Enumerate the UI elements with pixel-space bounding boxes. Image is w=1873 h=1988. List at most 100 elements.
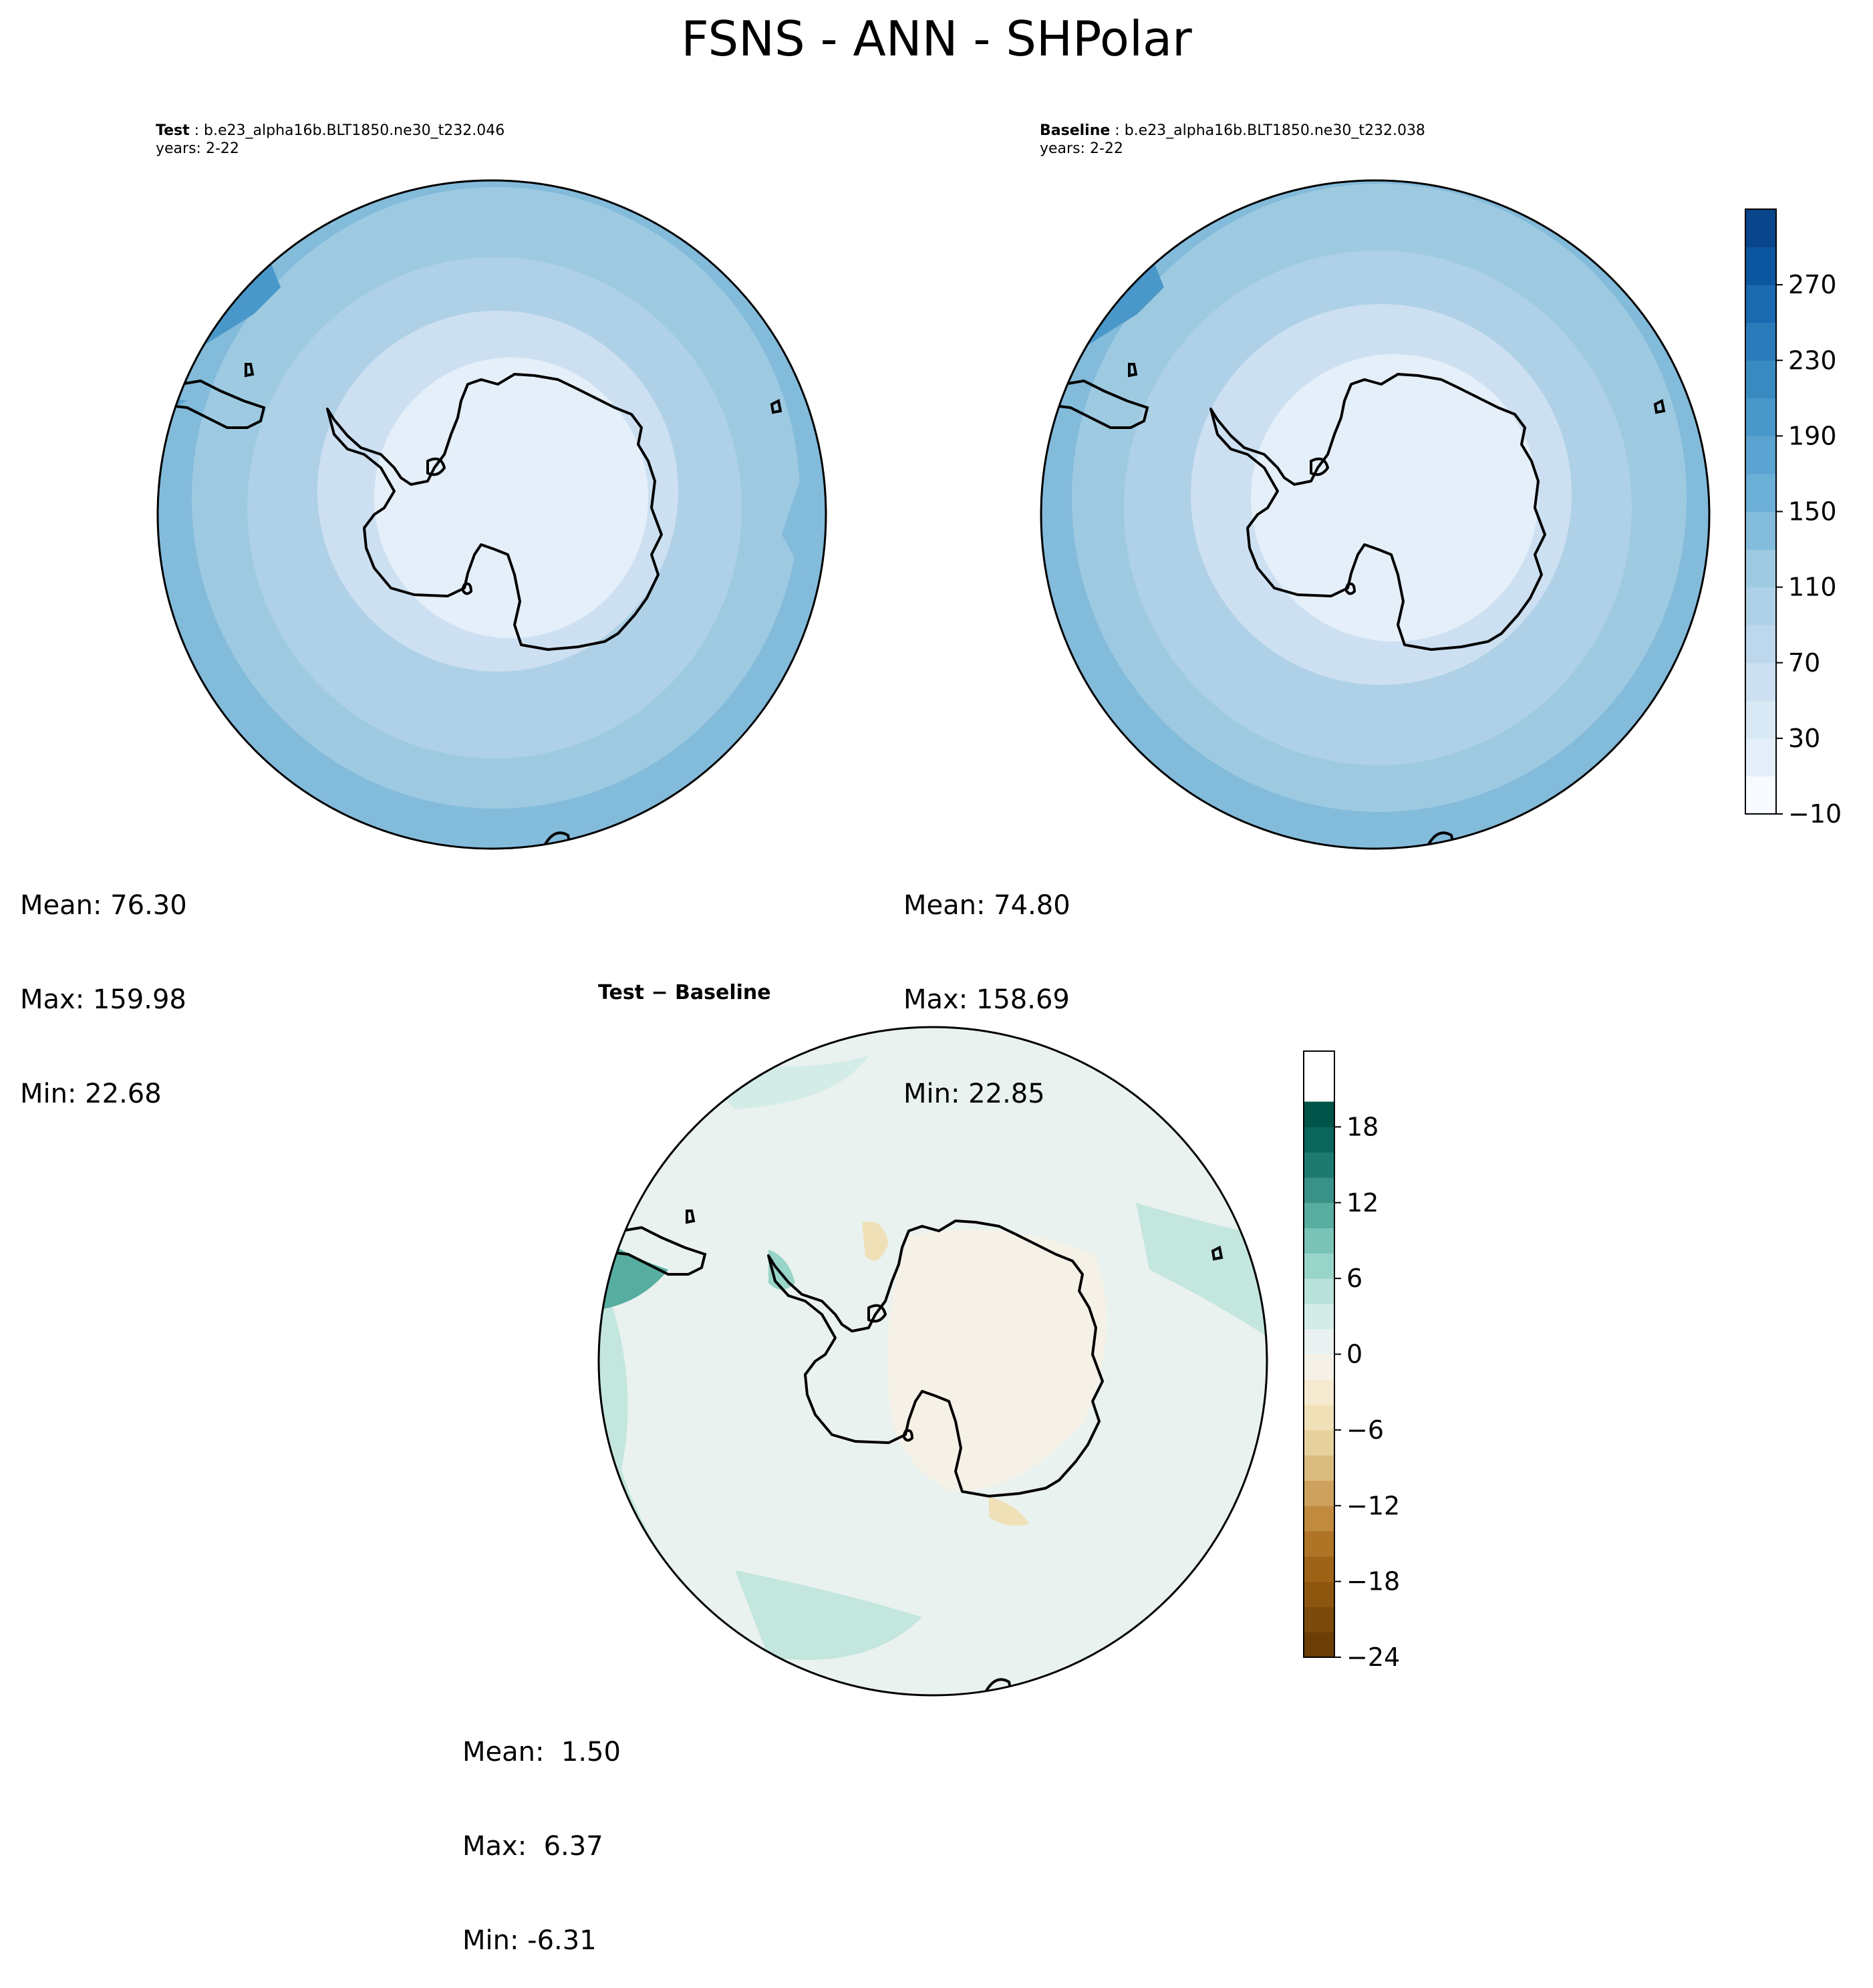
baseline-panel-years: years: 2-22 (1040, 140, 1123, 157)
baseline-mean: Mean: 74.80 (903, 890, 1070, 921)
colorbar-blues-segment-6 (1745, 549, 1776, 588)
colorbar-brbg-segment-15 (1304, 1253, 1334, 1279)
diff-falkland-outline (686, 1210, 696, 1224)
colorbar-brbg-segment-1 (1304, 1606, 1334, 1632)
baseline-sam-coast (1041, 379, 1149, 429)
colorbar-brbg-segment-14 (1304, 1278, 1334, 1304)
colorbar-difference: −24 −18 −12 −6 0 6 12 18 (1303, 1050, 1400, 1672)
difference-min: Min: -6.31 (462, 1925, 597, 1956)
test-australia-coast (543, 831, 573, 849)
test-kerguelen-outline (770, 399, 782, 414)
test-east-band (782, 428, 826, 615)
colorbar-brbg-segment-9 (1304, 1405, 1334, 1431)
colorbar-brbg-tick-label: −12 (1346, 1491, 1400, 1520)
baseline-coastline (1041, 363, 1666, 849)
colorbar-blues-tick-label: −10 (1788, 799, 1842, 829)
colorbar-brbg-segment-6 (1304, 1480, 1334, 1506)
colorbar-brbg-segment-10 (1304, 1379, 1334, 1405)
colorbar-blues-tick-label: 270 (1788, 270, 1837, 299)
diff-australia-coast (984, 1678, 1014, 1695)
colorbar-brbg-tick-label: 12 (1346, 1188, 1379, 1218)
test-map (158, 180, 826, 849)
colorbar-blues-segment-11 (1745, 360, 1776, 399)
test-antarctica-outline (326, 373, 663, 651)
figure-title: FSNS - ANN - SHPolar (681, 11, 1192, 67)
test-label-case: : b.e23_alpha16b.BLT1850.ne30_t232.046 (189, 122, 505, 139)
colorbar-blues-segment-0 (1745, 776, 1776, 815)
baseline-stats: Mean: 74.80 Max: 158.69 Min: 22.85 (903, 827, 1070, 1141)
difference-map-boundary (597, 1026, 1268, 1697)
diff-positive-east (1136, 1203, 1267, 1336)
colorbar-blues-segment-14 (1745, 247, 1776, 285)
diff-kerguelen-outline (1211, 1246, 1223, 1261)
test-ice-shelf-outline (426, 457, 446, 476)
baseline-island-outline (1344, 582, 1356, 595)
colorbar-brbg-segment-17 (1304, 1202, 1334, 1229)
test-label-bold: Test (156, 122, 190, 139)
colorbar-blues-segment-8 (1745, 473, 1776, 512)
colorbar-blues-segment-13 (1745, 285, 1776, 323)
baseline-kerguelen-outline (1653, 399, 1666, 414)
colorbar-blues-tick-label: 110 (1788, 573, 1837, 602)
colorbar-brbg-segment-12 (1304, 1328, 1334, 1355)
difference-stats: Mean: 1.50 Max: 6.37 Min: -6.31 (462, 1674, 621, 1988)
colorbar-blues-segment-7 (1745, 511, 1776, 550)
colorbar-test-baseline: −10 30 70 110 150 190 230 270 (1745, 208, 1842, 829)
baseline-panel-label: Baseline : b.e23_alpha16b.BLT1850.ne30_t… (1040, 122, 1425, 140)
colorbar-blues-tick-label: 150 (1788, 497, 1837, 527)
diff-negative-wilkes (989, 1497, 1029, 1526)
test-falkland-outline (245, 363, 255, 378)
colorbar-brbg-segment-8 (1304, 1429, 1334, 1456)
colorbar-blues-segment-1 (1745, 738, 1776, 776)
test-panel-label: Test : b.e23_alpha16b.BLT1850.ne30_t232.… (156, 122, 505, 140)
baseline-map-boundary (1040, 179, 1711, 850)
test-sam-coast (158, 379, 266, 429)
colorbar-brbg-segment-16 (1304, 1228, 1334, 1254)
test-panel-years: years: 2-22 (156, 140, 239, 157)
test-island-outline (460, 582, 473, 595)
colorbar-brbg-tick-label: 6 (1346, 1264, 1362, 1293)
test-min: Min: 22.68 (20, 1079, 162, 1109)
colorbar-blues-segment-3 (1745, 662, 1776, 701)
colorbar-blues-segment-9 (1745, 436, 1776, 474)
colorbar-brbg-segment-20 (1304, 1127, 1334, 1153)
colorbar-brbg-segment-4 (1304, 1531, 1334, 1557)
baseline-label-bold: Baseline (1040, 122, 1111, 139)
colorbar-blues-tick-label: 190 (1788, 421, 1837, 450)
difference-map (599, 1027, 1267, 1695)
baseline-antarctica-outline (1209, 373, 1546, 651)
diff-ice-shelf-outline (867, 1304, 887, 1323)
test-coastline (158, 363, 782, 849)
colorbar-brbg-segment-0 (1304, 1632, 1334, 1658)
colorbar-blues-segment-15 (1745, 209, 1776, 248)
baseline-label-case: : b.e23_alpha16b.BLT1850.ne30_t232.038 (1110, 122, 1425, 139)
colorbar-blues-segment-10 (1745, 398, 1776, 436)
diff-positive-south (735, 1570, 922, 1660)
baseline-ring-inner (1251, 354, 1538, 642)
colorbar-blues-segment-12 (1745, 322, 1776, 361)
colorbar-brbg-segment-2 (1304, 1581, 1334, 1607)
colorbar-brbg-segment-21 (1304, 1101, 1334, 1127)
test-max: Max: 159.98 (20, 984, 186, 1015)
test-ring-inner (374, 358, 648, 638)
colorbar-brbg-tick-label: −18 (1346, 1567, 1400, 1596)
difference-coastline (599, 1210, 1223, 1695)
colorbar-brbg-segment-13 (1304, 1303, 1334, 1330)
colorbar-blues-segment-4 (1745, 625, 1776, 664)
colorbar-brbg-segment-7 (1304, 1455, 1334, 1481)
diff-antarctica-outline (767, 1220, 1104, 1498)
colorbar-blues-tick-label: 230 (1788, 345, 1837, 375)
diff-island-outline (901, 1429, 914, 1442)
baseline-falkland-outline (1128, 363, 1138, 378)
figure-canvas: −10 30 70 110 150 190 230 270 −24 −18 −12 −6 0 6 12 18 (156, 179, 1842, 1697)
colorbar-brbg-segment-19 (1304, 1152, 1334, 1178)
colorbar-brbg-tick-label: 0 (1346, 1340, 1362, 1369)
test-stats: Mean: 76.30 Max: 159.98 Min: 22.68 (20, 827, 187, 1141)
test-mean: Mean: 76.30 (20, 890, 187, 921)
baseline-ice-shelf-outline (1310, 457, 1330, 476)
colorbar-brbg-tick-label: −24 (1346, 1643, 1400, 1672)
baseline-max: Max: 158.69 (903, 984, 1070, 1015)
test-map-boundary (156, 179, 827, 850)
colorbar-brbg-tick-label: −6 (1346, 1415, 1384, 1445)
colorbar-blues-segment-5 (1745, 587, 1776, 625)
